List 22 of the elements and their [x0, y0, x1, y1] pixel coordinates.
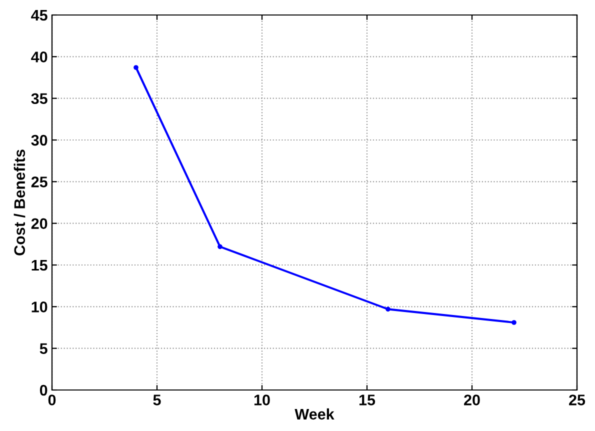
x-tick-label: 5 [153, 394, 161, 406]
y-tick-label: 35 [31, 93, 48, 104]
y-tick-label: 40 [31, 52, 48, 62]
y-tick-label: 25 [31, 176, 48, 188]
y-axis-title: Cost / Benefits [14, 150, 26, 256]
x-tick-label: 10 [254, 394, 270, 406]
y-tick-label: 0 [40, 384, 48, 396]
x-axis-title: Week [294, 408, 334, 420]
x-tick-label: 20 [464, 394, 480, 406]
y-tick-label: 15 [32, 260, 48, 271]
x-tick-label: 25 [569, 394, 586, 406]
point [134, 65, 138, 70]
point [512, 320, 516, 325]
y-tick-label: 5 [40, 343, 48, 354]
x-tick-label: 0 [48, 394, 56, 406]
y-tick-label: 20 [31, 218, 48, 230]
x-tick-label: 15 [359, 394, 376, 406]
y-tick-label: 30 [31, 134, 48, 146]
y-tick-label: 10 [32, 302, 48, 312]
point [386, 306, 390, 312]
point [218, 244, 222, 250]
y-tick-label: 45 [31, 10, 48, 21]
